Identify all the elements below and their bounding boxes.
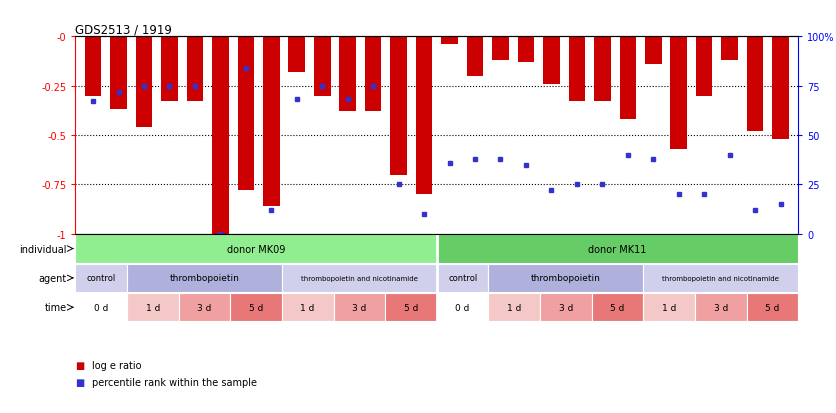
Bar	[772, 37, 789, 140]
Bar	[84, 37, 101, 96]
Bar	[670, 37, 687, 150]
Bar	[390, 37, 407, 175]
Text: agent: agent	[38, 273, 67, 283]
Bar	[619, 37, 636, 120]
Bar	[212, 37, 229, 234]
Text: donor MK11: donor MK11	[589, 244, 647, 254]
Bar	[517, 37, 534, 63]
Bar	[110, 37, 127, 110]
Text: thrombopoietin: thrombopoietin	[170, 274, 239, 283]
Text: 5 d: 5 d	[249, 303, 263, 312]
Bar	[543, 37, 559, 85]
Bar	[492, 37, 509, 61]
Bar	[747, 37, 763, 132]
Bar	[314, 37, 330, 96]
Text: ■: ■	[75, 377, 84, 387]
Text: 1 d: 1 d	[300, 303, 315, 312]
Bar	[75, 294, 127, 322]
Bar	[488, 294, 540, 322]
Text: 5 d: 5 d	[766, 303, 780, 312]
Bar	[436, 264, 488, 292]
Bar	[592, 294, 644, 322]
Bar	[179, 294, 230, 322]
Bar	[695, 294, 747, 322]
Text: ■: ■	[75, 361, 84, 370]
Bar	[161, 37, 178, 102]
Bar	[364, 37, 381, 112]
Text: thrombopoietin: thrombopoietin	[531, 274, 601, 283]
Text: control: control	[448, 274, 477, 283]
Text: log e ratio: log e ratio	[92, 361, 141, 370]
Bar	[721, 37, 738, 61]
Bar	[282, 264, 436, 292]
Text: percentile rank within the sample: percentile rank within the sample	[92, 377, 257, 387]
Bar	[436, 235, 798, 263]
Text: 1 d: 1 d	[507, 303, 522, 312]
Text: individual: individual	[19, 244, 67, 254]
Bar	[436, 294, 488, 322]
Text: 3 d: 3 d	[558, 303, 573, 312]
Text: 5 d: 5 d	[404, 303, 418, 312]
Bar	[385, 294, 436, 322]
Text: 1 d: 1 d	[145, 303, 160, 312]
Text: 1 d: 1 d	[662, 303, 676, 312]
Bar	[488, 264, 644, 292]
Bar	[594, 37, 610, 102]
Text: 0 d: 0 d	[456, 303, 470, 312]
Bar	[263, 37, 279, 206]
Bar	[127, 294, 179, 322]
Bar	[334, 294, 385, 322]
Bar	[127, 264, 282, 292]
Text: thrombopoietin and nicotinamide: thrombopoietin and nicotinamide	[662, 275, 779, 281]
Bar	[135, 37, 152, 128]
Bar	[644, 294, 695, 322]
Bar	[696, 37, 712, 96]
Bar	[747, 294, 798, 322]
Text: 5 d: 5 d	[610, 303, 624, 312]
Bar	[186, 37, 203, 102]
Text: 3 d: 3 d	[714, 303, 728, 312]
Bar	[282, 294, 334, 322]
Text: 3 d: 3 d	[197, 303, 212, 312]
Bar	[339, 37, 356, 112]
Text: 0 d: 0 d	[94, 303, 108, 312]
Bar	[441, 37, 458, 45]
Text: GDS2513 / 1919: GDS2513 / 1919	[75, 23, 172, 36]
Bar	[75, 264, 127, 292]
Bar	[415, 37, 432, 195]
Text: time: time	[44, 302, 67, 313]
Bar	[644, 264, 798, 292]
Bar	[75, 235, 436, 263]
Bar	[230, 294, 282, 322]
Bar	[288, 37, 305, 73]
Bar	[645, 37, 661, 65]
Bar	[466, 37, 483, 76]
Text: donor MK09: donor MK09	[227, 244, 285, 254]
Text: thrombopoietin and nicotinamide: thrombopoietin and nicotinamide	[301, 275, 418, 281]
Text: 3 d: 3 d	[352, 303, 366, 312]
Text: control: control	[86, 274, 115, 283]
Bar	[540, 294, 592, 322]
Bar	[568, 37, 585, 102]
Bar	[237, 37, 254, 191]
